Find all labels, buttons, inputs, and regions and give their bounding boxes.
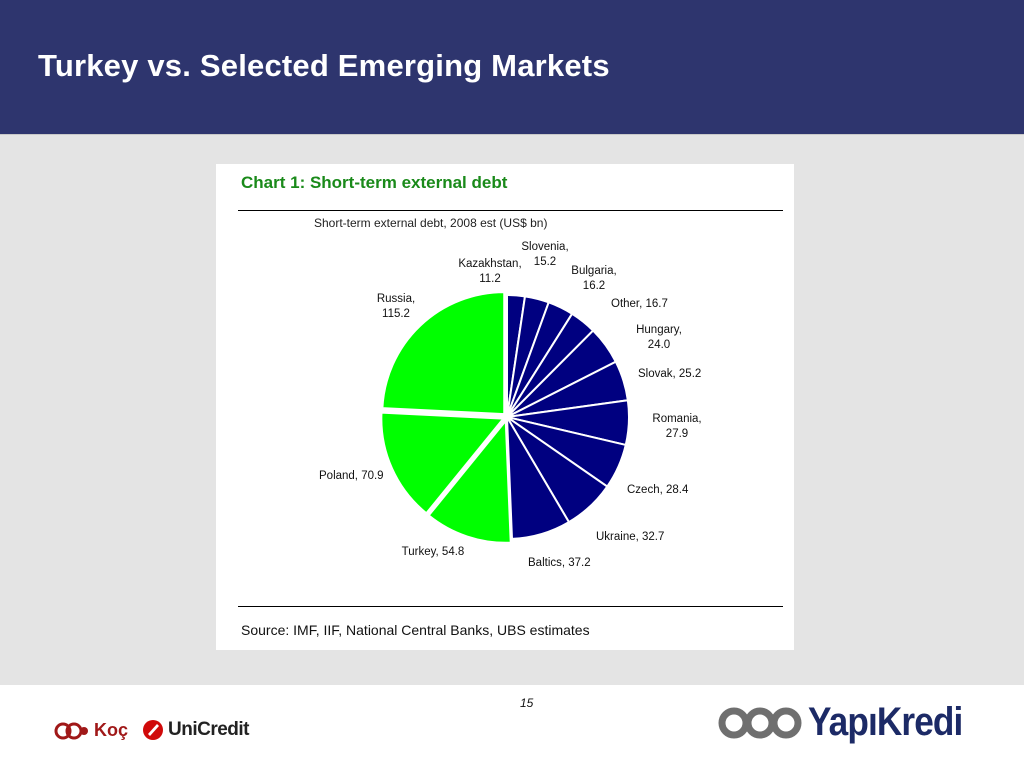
page-number: 15 bbox=[520, 696, 534, 710]
pie-slice-baltics bbox=[506, 416, 571, 540]
slide-footer bbox=[0, 685, 1024, 768]
bottom-rule bbox=[238, 606, 783, 607]
koc-emblem-icon bbox=[54, 722, 88, 739]
unicredit-logo: UniCredit bbox=[142, 719, 250, 741]
slice-label-romania: Romania, 27.9 bbox=[652, 413, 701, 440]
koc-logo: Koç bbox=[54, 720, 128, 741]
slice-label-turkey: Turkey, 54.8 bbox=[402, 546, 465, 558]
slice-label-ukraine: Ukraine, 32.7 bbox=[596, 531, 664, 543]
chart-source: Source: IMF, IIF, National Central Banks… bbox=[241, 622, 590, 638]
slice-label-bulgaria: Bulgaria, 16.2 bbox=[571, 265, 616, 292]
slice-label-russia: Russia, 115.2 bbox=[377, 293, 415, 320]
slice-label-poland: Poland, 70.9 bbox=[319, 470, 384, 482]
chart-card: Chart 1: Short-term external debt Short-… bbox=[216, 164, 794, 650]
unicredit-logo-text: UniCredit bbox=[168, 719, 250, 740]
yapikredi-logo-text: YapıKredi bbox=[808, 700, 963, 744]
slide-header: Turkey vs. Selected Emerging Markets bbox=[0, 0, 1024, 134]
yapikredi-logo: YapıKredi bbox=[718, 700, 984, 745]
slice-label-czech: Czech, 28.4 bbox=[627, 484, 689, 496]
slice-label-hungary: Hungary, 24.0 bbox=[636, 324, 682, 351]
yapikredi-emblem-icon bbox=[718, 707, 802, 738]
chart-title: Chart 1: Short-term external debt bbox=[241, 173, 508, 192]
pie-slice-turkey bbox=[427, 418, 512, 544]
slice-label-slovenia: Slovenia, 15.2 bbox=[521, 241, 568, 268]
slice-label-baltics: Baltics, 37.2 bbox=[528, 557, 591, 569]
slice-label-kazakhstan: Kazakhstan, 11.2 bbox=[458, 258, 521, 285]
pie-slice-poland bbox=[380, 411, 506, 515]
chart-subtitle: Short-term external debt, 2008 est (US$ … bbox=[314, 216, 548, 230]
slice-label-other: Other, 16.7 bbox=[611, 298, 668, 310]
top-rule bbox=[238, 210, 783, 211]
slide-title: Turkey vs. Selected Emerging Markets bbox=[38, 48, 610, 83]
unicredit-emblem-icon bbox=[143, 720, 163, 740]
slice-label-slovak: Slovak, 25.2 bbox=[638, 368, 701, 380]
koc-logo-text: Koç bbox=[94, 720, 129, 740]
pie-slice-russia bbox=[381, 291, 506, 416]
